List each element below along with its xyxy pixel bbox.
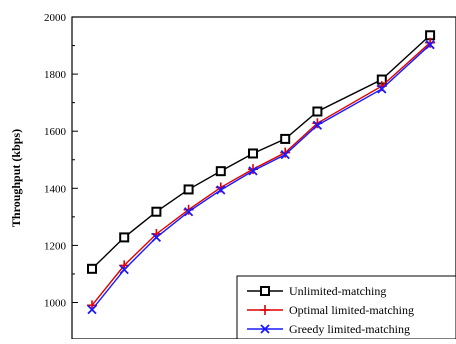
- legend-label: Greedy limited-matching: [289, 322, 410, 336]
- legend: Unlimited-matching Optimal limited-matchi…: [236, 275, 456, 340]
- data-point-x: [312, 120, 323, 130]
- data-point-plus: [425, 37, 436, 48]
- series-layer: [87, 30, 436, 315]
- data-point-square: [183, 184, 194, 195]
- data-point-square: [119, 232, 130, 243]
- data-point-square: [312, 106, 323, 117]
- data-point-x: [377, 84, 387, 94]
- y-axis-title: Throughput (kbps): [9, 129, 23, 227]
- data-point-x: [425, 40, 435, 50]
- data-point-square: [215, 166, 226, 177]
- data-point-x: [216, 185, 226, 195]
- y-tick-label: 1600: [44, 126, 67, 138]
- y-tick-label: 2000: [44, 12, 67, 24]
- data-point-square: [280, 133, 291, 144]
- y-tick-label: 1400: [44, 183, 67, 195]
- data-point-x: [151, 232, 162, 243]
- data-point-x: [183, 207, 194, 217]
- data-point-x: [119, 265, 129, 275]
- series-square: [87, 30, 436, 274]
- data-point-x: [280, 149, 290, 160]
- series-line: [91, 44, 431, 311]
- y-tick-label: 1000: [44, 298, 67, 310]
- legend-label: Optimal limited-matching: [289, 303, 414, 317]
- data-point-x: [87, 305, 97, 315]
- y-tick-label: 1800: [44, 69, 67, 81]
- data-point-square: [87, 263, 97, 274]
- data-point-plus: [260, 305, 270, 315]
- y-axis-ticks: 1000 1200 1400 1600 1800 2000: [44, 12, 78, 310]
- data-point-plus: [280, 147, 291, 158]
- data-point-square: [260, 286, 270, 296]
- data-point-x: [260, 324, 270, 334]
- data-point-x: [248, 166, 258, 176]
- data-point-square: [151, 206, 162, 217]
- data-point-square: [248, 148, 258, 159]
- series-line: [91, 42, 431, 306]
- y-tick-label: 1200: [44, 240, 67, 252]
- legend-label: Unlimited-matching: [289, 284, 386, 298]
- series-x: [87, 40, 435, 315]
- series-line: [91, 34, 431, 270]
